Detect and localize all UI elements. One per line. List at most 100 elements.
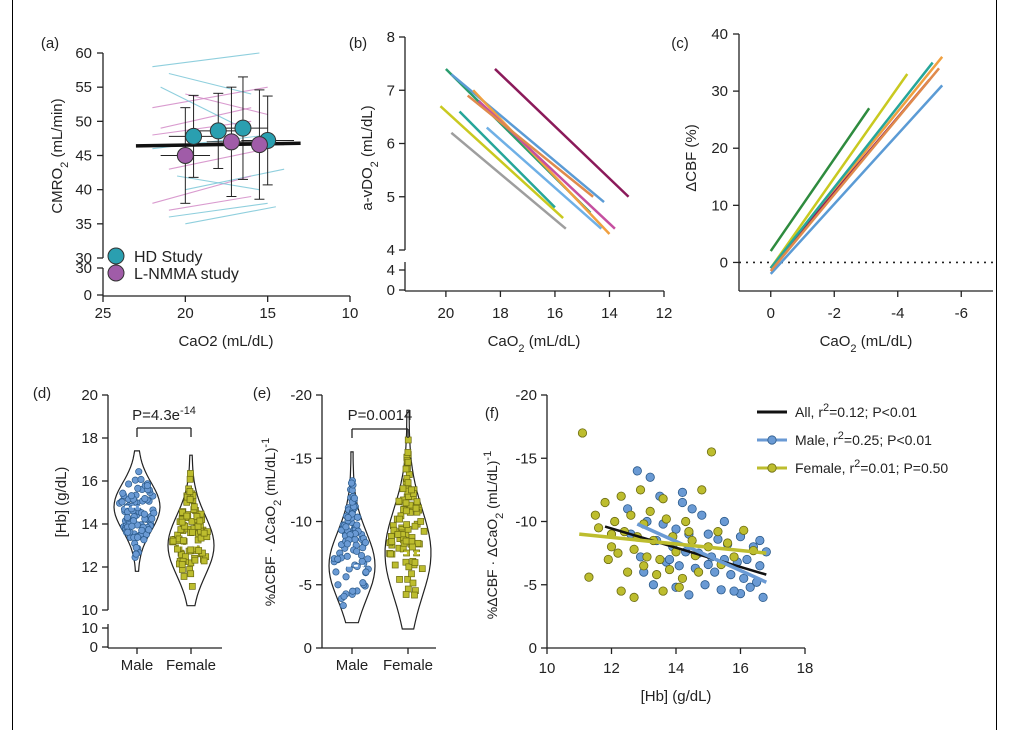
panel-a: (a) 30 35 40 45 50 55 60 0 30 25 20 15 10 CaO2 (mL/dL)… [41, 35, 359, 350]
series-line [472, 89, 611, 235]
y-tick-label: 18 [81, 430, 98, 447]
data-point-male [632, 466, 642, 476]
data-point-lnmma [176, 147, 194, 164]
data-point-female [623, 567, 633, 577]
frame-left-edge [12, 0, 13, 730]
y-axis-title-part: %ΔCBF · ΔCaO [262, 506, 278, 606]
x-axis-title-part: 2 [518, 343, 524, 355]
x-tick-label: Female [166, 657, 216, 674]
legend-label-part: All, r [795, 404, 823, 420]
x-tick-label: 20 [438, 305, 455, 322]
female-point [409, 579, 417, 587]
data-point-female [652, 570, 662, 580]
data-point-female [693, 567, 704, 577]
panel-label: (a) [41, 35, 59, 52]
data-point-female [603, 554, 613, 565]
data-point-female [674, 582, 684, 592]
panel-c: (c) 0 10 20 30 40 0 -2 -4 -6 CaO2 (mL/dL) ΔCBF (%) [671, 26, 993, 355]
y-tick-label: -20 [290, 387, 312, 404]
y-axis-title-part: %ΔCBF · ΔCaO [484, 519, 500, 619]
female-point [178, 508, 186, 516]
data-point-male [697, 510, 707, 520]
legend-label: L-NMMA study [134, 266, 239, 283]
series-line [769, 84, 944, 275]
legend-label: Female, r2=0.01; P=0.50 [795, 458, 948, 476]
male-point [347, 479, 356, 487]
individual-line [152, 120, 252, 136]
y-axis-title: %ΔCBF · ΔCaO2 (mL/dL)-1 [482, 451, 506, 619]
data-point-female [697, 485, 707, 495]
x-tick-label: 14 [668, 660, 685, 677]
individual-line [152, 86, 268, 109]
y-tick-label: 45 [75, 148, 92, 165]
individual-line [177, 175, 260, 191]
male-point [353, 547, 361, 555]
male-point [123, 513, 131, 521]
female-point [169, 537, 177, 545]
data-point-male [687, 504, 697, 514]
female-point [411, 522, 419, 530]
data-point-male [664, 554, 675, 565]
data-point-female [629, 544, 639, 554]
data-point-male [671, 524, 681, 534]
female-point [178, 518, 186, 526]
data-point-male [700, 580, 710, 590]
x-axis-title-part: 2 [850, 343, 856, 355]
male-point [140, 510, 148, 518]
data-point-lnmma [250, 136, 268, 154]
individual-line [152, 52, 260, 68]
y-axis-title-part: 2 [59, 162, 71, 168]
male-point [125, 480, 133, 488]
male-point [358, 557, 366, 565]
data-point-male [755, 561, 765, 571]
y-tick-label: 6 [387, 136, 395, 153]
data-point-male [719, 516, 729, 527]
female-point [190, 503, 198, 511]
female-point [402, 465, 410, 473]
data-point-male [742, 554, 752, 565]
fit-line-male [636, 522, 768, 584]
individual-line [152, 175, 252, 204]
y-tick-label: 30 [75, 250, 92, 267]
data-point-male [745, 582, 755, 592]
data-point-male [703, 559, 713, 570]
female-point [408, 486, 415, 494]
panel-label: (d) [33, 385, 51, 402]
data-point-female [639, 561, 649, 571]
x-tick-label: Female [383, 657, 433, 674]
female-point [420, 527, 428, 535]
female-point [404, 449, 412, 456]
male-point [141, 495, 149, 503]
y-tick-label: 0 [304, 640, 312, 657]
female-point [411, 591, 418, 599]
data-point-hd [234, 119, 252, 137]
male-point [133, 533, 142, 541]
female-point [179, 537, 187, 544]
data-point-female [626, 510, 636, 520]
female-point [402, 537, 410, 545]
female-point [180, 573, 188, 580]
female-point [404, 575, 412, 583]
individual-line [168, 195, 252, 211]
male-point [358, 551, 366, 560]
data-point-female [593, 523, 604, 533]
series-line [494, 68, 630, 198]
y-tick-label: -10 [290, 514, 312, 531]
y-axis-title-part: (mL/dL) [359, 105, 376, 161]
female-point [396, 515, 403, 523]
series-line [439, 105, 564, 219]
y-tick-label: 20 [711, 140, 728, 157]
data-point-female [610, 516, 620, 527]
series-line [769, 107, 871, 252]
y-tick-label: 40 [711, 26, 728, 43]
x-axis-title-part: CaO [488, 333, 519, 350]
male-point [127, 492, 136, 500]
legend-label-part: =0.01; P=0.50 [860, 460, 948, 476]
y-tick-label: 4 [387, 242, 395, 259]
x-tick-label: Male [336, 657, 369, 674]
male-point [143, 482, 151, 490]
x-axis-title: CaO2 (mL/dL) [820, 333, 913, 355]
female-point [196, 517, 204, 525]
data-point-female [584, 572, 594, 582]
female-point [404, 585, 412, 593]
